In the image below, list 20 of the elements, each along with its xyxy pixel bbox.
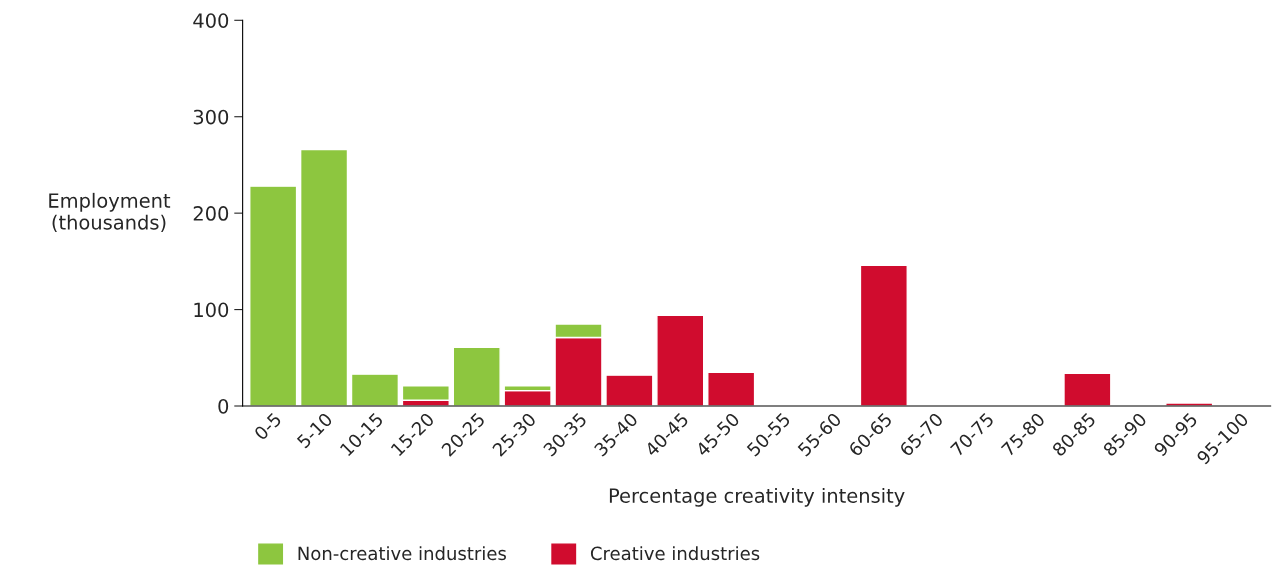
bar <box>401 385 450 401</box>
y-tick-label: 200 <box>193 206 229 221</box>
y-tick-label: 0 <box>218 398 229 414</box>
legend-label: Creative industries <box>590 546 760 561</box>
bar <box>299 148 349 406</box>
bar <box>452 346 501 406</box>
y-tick-label: 100 <box>194 302 229 318</box>
bar <box>656 314 705 406</box>
bar <box>1063 372 1112 406</box>
y-tick-label: 300 <box>193 109 229 125</box>
y-tick-label: 400 <box>193 13 229 28</box>
x-tick-label: 0-5 <box>253 412 282 441</box>
bar <box>350 373 400 406</box>
bar <box>859 264 908 406</box>
y-axis-title: Employment (thousands) <box>49 192 171 232</box>
bar <box>707 371 756 406</box>
bar <box>249 185 298 406</box>
x-axis-title: Percentage creativity intensity <box>609 487 905 507</box>
legend-label: Non-creative industries <box>298 546 506 561</box>
bar <box>605 374 654 406</box>
